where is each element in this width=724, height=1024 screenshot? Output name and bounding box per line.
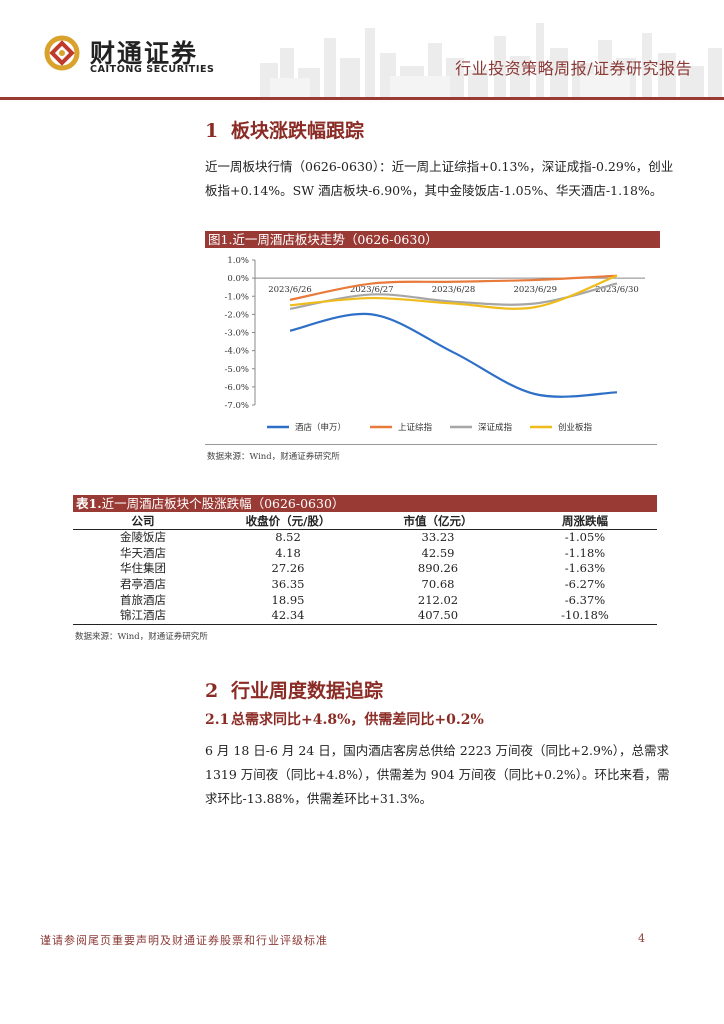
- cell-weekly-change: -1.05%: [564, 530, 606, 545]
- figure-caption: 图1.近一周酒店板块走势（0626-0630）: [205, 231, 660, 248]
- skyline-watermark: [260, 23, 722, 98]
- legend-label: 上证综指: [398, 422, 433, 433]
- brand-name-en: CAITONG SECURITIES: [90, 64, 215, 75]
- subsection-number: 2.1: [205, 712, 230, 728]
- y-tick-label: 0.0%: [227, 274, 249, 284]
- page-number: 4: [638, 932, 645, 945]
- table-source: 数据来源：Wind，财通证券研究所: [75, 632, 208, 642]
- cell-market-cap: 33.23: [421, 530, 455, 545]
- y-tick-label: -5.0%: [225, 365, 249, 375]
- y-tick-label: -3.0%: [225, 329, 249, 339]
- legend-label: 创业板指: [558, 422, 593, 433]
- paragraph-line: 板指+0.14%。SW 酒店板块-6.90%，其中金陵饭店-1.05%、华天酒店…: [205, 183, 663, 198]
- cell-weekly-change: -1.18%: [564, 545, 606, 560]
- y-tick-label: -4.0%: [225, 347, 249, 357]
- section-2-heading: 2 行业周度数据追踪: [205, 676, 383, 703]
- legend-label: 深证成指: [478, 422, 513, 433]
- figure-bottom-rule: [205, 444, 657, 445]
- brand-name-cn: 财通证券: [90, 39, 199, 68]
- section-title: 行业周度数据追踪: [231, 680, 384, 702]
- cell-company: 君亭酒店: [120, 577, 166, 592]
- cell-company: 金陵饭店: [120, 530, 166, 545]
- x-tick-label: 2023/6/28: [432, 285, 476, 295]
- cell-market-cap: 212.02: [417, 592, 459, 607]
- cell-company: 锦江酒店: [73, 607, 213, 625]
- cell-close-price: 27.26: [271, 561, 305, 576]
- column-header-market-cap: 市值（亿元）: [363, 512, 513, 530]
- cell-market-cap: 42.59: [421, 545, 455, 560]
- table-row: 首旅酒店 18.95 212.02 -6.37%: [73, 592, 657, 608]
- cell-market-cap: 407.50: [363, 607, 513, 625]
- line-chart: 1.0% 0.0% -1.0% -2.0% -3.0% -4.0% -5.0% -6.0% -7…: [225, 256, 645, 433]
- table-row: 锦江酒店 42.34 407.50 -10.18%: [73, 607, 657, 625]
- series-line-4: [289, 274, 618, 310]
- cell-market-cap: 70.68: [421, 577, 455, 592]
- x-tick-label: 2023/6/30: [595, 285, 639, 295]
- cell-close-price: 42.34: [213, 607, 363, 625]
- section-number: 1: [205, 120, 219, 142]
- y-tick-label: -6.0%: [225, 383, 249, 393]
- paragraph-line: 求环比-13.88%，供需差环比+31.3%。: [205, 791, 433, 806]
- paragraph-line: 1319 万间夜（同比+4.8%），供需差为 904 万间夜（同比+0.2%）。…: [205, 767, 670, 782]
- stock-performance-table: 公司 收盘价（元/股） 市值（亿元） 周涨跌幅 金陵饭店 8.52 33.23 …: [73, 512, 657, 625]
- series-line-1: [289, 312, 618, 398]
- table-header-row: 公司 收盘价（元/股） 市值（亿元） 周涨跌幅: [73, 512, 657, 530]
- caitong-logo-icon: [44, 35, 80, 71]
- paragraph-line: 6 月 18 日-6 月 24 日，国内酒店客房总供给 2223 万间夜（同比+…: [205, 743, 670, 758]
- cell-close-price: 18.95: [271, 592, 305, 607]
- cell-weekly-change: -1.63%: [564, 561, 606, 576]
- y-tick-label: -2.0%: [225, 310, 249, 320]
- table-row: 金陵饭店 8.52 33.23 -1.05%: [73, 530, 657, 546]
- cell-company: 华住集团: [120, 561, 166, 576]
- y-tick-label: -7.0%: [225, 401, 249, 411]
- cell-market-cap: 890.26: [417, 561, 459, 576]
- table-caption-label: 表1.: [76, 496, 102, 511]
- section-number: 2: [205, 680, 219, 702]
- table-row: 华住集团 27.26 890.26 -1.63%: [73, 561, 657, 577]
- cell-close-price: 36.35: [271, 577, 305, 592]
- x-tick-label: 2023/6/29: [513, 285, 557, 295]
- column-header-close-price: 收盘价（元/股）: [213, 512, 363, 530]
- cell-weekly-change: -6.37%: [564, 592, 606, 607]
- section-1-heading: 1 板块涨跌幅跟踪: [205, 116, 364, 143]
- subsection-title: 总需求同比+4.8%，供需差同比+0.2%: [231, 712, 484, 728]
- subsection-2-1-heading: 2.1 总需求同比+4.8%，供需差同比+0.2%: [205, 709, 484, 729]
- cell-company: 首旅酒店: [120, 592, 166, 607]
- table-caption: 表1.近一周酒店板块个股涨跌幅（0626-0630）: [73, 495, 657, 512]
- column-header-weekly-change: 周涨跌幅: [513, 512, 657, 530]
- cell-close-price: 8.52: [275, 530, 301, 545]
- figure-source: 数据来源：Wind，财通证券研究所: [207, 452, 340, 462]
- column-header-company: 公司: [73, 512, 213, 530]
- footer-disclaimer: 谨请参阅尾页重要声明及财通证券股票和行业评级标准: [40, 934, 328, 947]
- series-line-2: [289, 274, 618, 301]
- cell-weekly-change: -10.18%: [513, 607, 657, 625]
- table-row: 君亭酒店 36.35 70.68 -6.27%: [73, 577, 657, 593]
- table-row: 华天酒店 4.18 42.59 -1.18%: [73, 546, 657, 562]
- section-1-paragraph: 近一周板块行情（0626-0630）：近一周上证综指+0.13%，深证成指-0.…: [205, 155, 675, 203]
- cell-company: 华天酒店: [120, 545, 166, 560]
- report-type-title: 行业投资策略周报/证券研究报告: [455, 59, 692, 78]
- x-tick-label: 2023/6/26: [268, 285, 312, 295]
- legend-label: 酒店（申万）: [295, 422, 346, 433]
- table-caption-text: 近一周酒店板块个股涨跌幅（0626-0630）: [101, 496, 345, 511]
- cell-close-price: 4.18: [275, 545, 301, 560]
- x-tick-label: 2023/6/27: [350, 285, 394, 295]
- cell-weekly-change: -6.27%: [564, 577, 606, 592]
- section-title: 板块涨跌幅跟踪: [231, 120, 365, 142]
- y-tick-label: 1.0%: [227, 256, 249, 266]
- section-2-paragraph: 6 月 18 日-6 月 24 日，国内酒店客房总供给 2223 万间夜（同比+…: [205, 739, 675, 811]
- y-tick-label: -1.0%: [225, 292, 249, 302]
- header-divider: [0, 97, 724, 100]
- paragraph-line: 近一周板块行情（0626-0630）：近一周上证综指+0.13%，深证成指-0.…: [205, 159, 674, 174]
